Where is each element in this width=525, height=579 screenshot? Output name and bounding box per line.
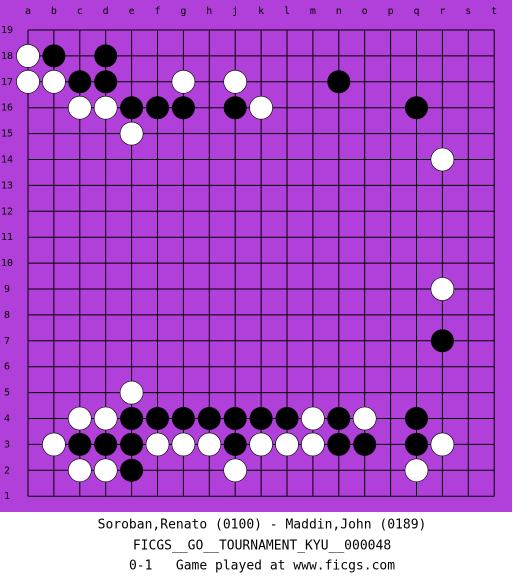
black-stone xyxy=(223,432,247,456)
row-label: 9 xyxy=(4,284,10,295)
column-label: a xyxy=(25,6,31,17)
black-stone xyxy=(275,407,299,430)
white-stone xyxy=(68,458,92,483)
black-stone xyxy=(171,96,195,120)
row-label: 17 xyxy=(1,77,13,88)
row-label: 2 xyxy=(4,465,10,476)
tournament: FICGS__GO__TOURNAMENT_KYU__000048 xyxy=(133,539,391,554)
white-stone xyxy=(352,406,377,431)
white-stone xyxy=(430,432,455,457)
row-label: 13 xyxy=(1,180,13,191)
column-label: o xyxy=(362,6,368,17)
black-stone xyxy=(327,432,351,456)
row-label: 19 xyxy=(1,25,13,36)
white-stone xyxy=(119,121,144,146)
white-stone xyxy=(42,70,66,94)
column-label: t xyxy=(491,6,497,17)
column-label: g xyxy=(180,6,186,17)
row-label: 11 xyxy=(1,232,13,243)
row-label: 15 xyxy=(1,129,13,140)
black-stone xyxy=(146,407,169,430)
row-label: 18 xyxy=(1,51,13,62)
row-label: 6 xyxy=(4,362,10,373)
black-stone xyxy=(120,96,144,120)
black-stone xyxy=(249,407,273,430)
white-stone xyxy=(249,95,273,120)
white-stone xyxy=(223,458,247,483)
column-label: m xyxy=(310,6,316,17)
white-stone xyxy=(16,44,40,68)
row-label: 16 xyxy=(1,103,13,114)
column-label: c xyxy=(77,6,83,17)
white-stone xyxy=(68,406,92,431)
column-label: l xyxy=(284,6,290,17)
column-label: s xyxy=(465,6,471,17)
black-stone xyxy=(353,432,377,456)
black-stone xyxy=(94,432,118,456)
black-stone xyxy=(94,44,118,68)
white-stone xyxy=(93,95,118,120)
black-stone xyxy=(430,329,454,353)
black-stone xyxy=(42,44,66,68)
white-stone xyxy=(430,277,455,301)
column-label: k xyxy=(258,6,264,17)
white-stone xyxy=(145,432,170,457)
column-label: d xyxy=(103,6,109,17)
black-stone xyxy=(405,407,428,430)
black-stone xyxy=(120,407,144,430)
white-stone xyxy=(404,458,429,483)
black-stone xyxy=(68,432,92,456)
column-label: p xyxy=(388,6,394,17)
white-stone xyxy=(16,70,40,94)
black-stone xyxy=(197,407,221,430)
white-stone xyxy=(197,432,222,457)
row-label: 4 xyxy=(4,414,10,425)
white-stone xyxy=(275,432,299,457)
black-stone xyxy=(94,70,118,94)
black-stone xyxy=(68,70,92,94)
row-label: 10 xyxy=(1,258,13,269)
row-label: 1 xyxy=(4,491,10,502)
row-label: 14 xyxy=(1,155,13,166)
column-label: e xyxy=(129,6,135,17)
black-stone xyxy=(223,96,247,120)
white-stone xyxy=(68,95,92,120)
players: Soroban,Renato (0100) - Maddin,John (018… xyxy=(98,518,427,533)
white-stone xyxy=(93,406,118,431)
column-label: r xyxy=(439,6,445,17)
row-label: 8 xyxy=(4,310,10,321)
white-stone xyxy=(301,432,325,457)
black-stone xyxy=(327,407,351,430)
column-label: h xyxy=(206,6,212,17)
column-label: j xyxy=(232,6,238,17)
white-stone xyxy=(171,70,196,94)
black-stone xyxy=(223,407,247,430)
black-stone xyxy=(171,407,195,430)
black-stone xyxy=(146,96,169,120)
black-stone xyxy=(120,458,144,482)
white-stone xyxy=(301,406,325,431)
result: 0-1 Game played at www.ficgs.com xyxy=(129,559,395,574)
black-stone xyxy=(120,432,144,456)
row-label: 7 xyxy=(4,336,10,347)
white-stone xyxy=(171,432,196,457)
column-label: q xyxy=(413,6,419,17)
row-label: 12 xyxy=(1,206,13,217)
row-label: 5 xyxy=(4,388,10,399)
white-stone xyxy=(119,380,144,405)
column-label: f xyxy=(154,6,160,17)
black-stone xyxy=(405,432,428,456)
white-stone xyxy=(430,147,455,172)
column-label: b xyxy=(51,6,57,17)
white-stone xyxy=(93,458,118,483)
row-label: 3 xyxy=(4,439,10,450)
white-stone xyxy=(249,432,273,457)
column-label: n xyxy=(336,6,342,17)
black-stone xyxy=(327,70,351,94)
white-stone xyxy=(42,432,66,457)
black-stone xyxy=(405,96,428,120)
white-stone xyxy=(223,70,247,94)
